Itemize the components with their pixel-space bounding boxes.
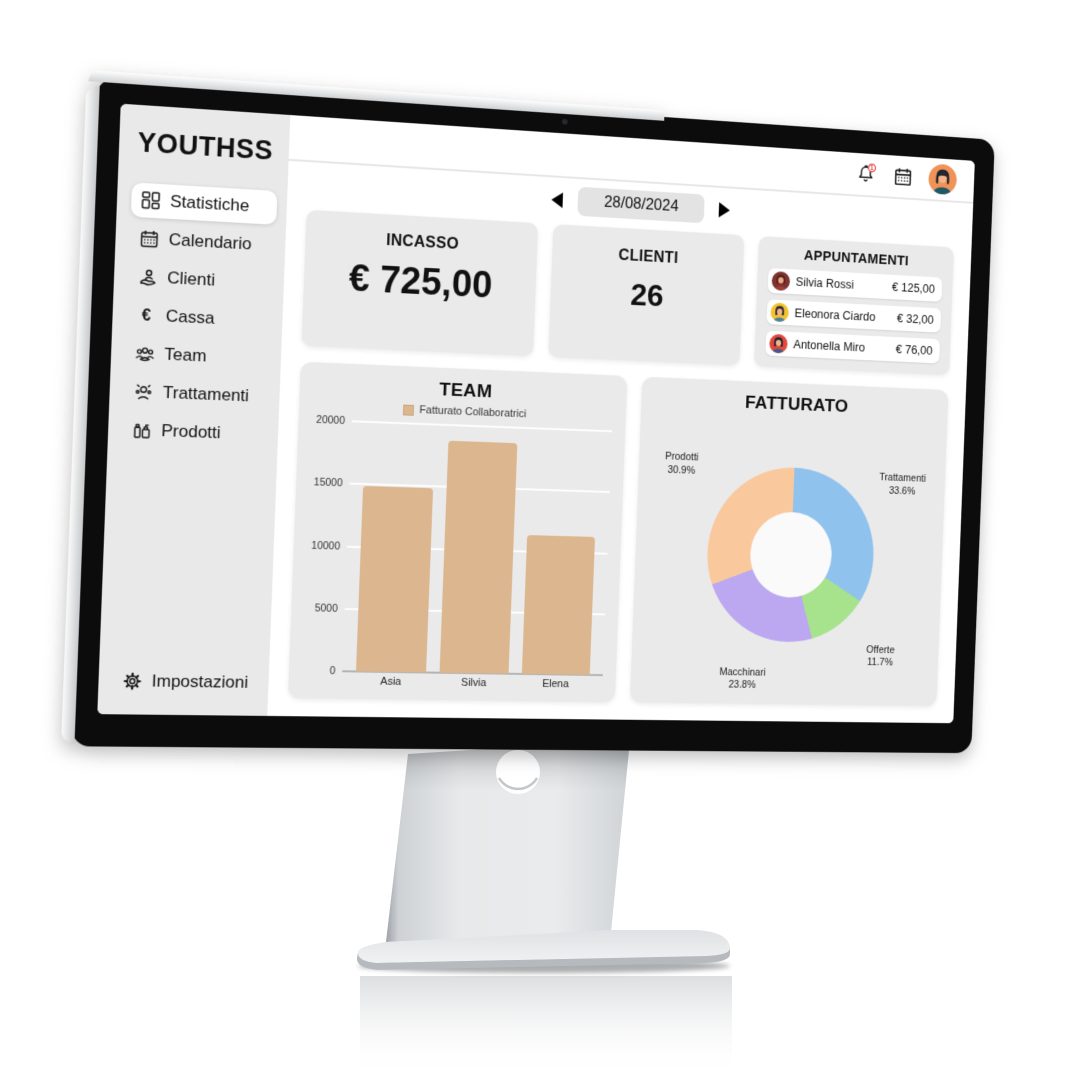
sidebar-item-impostazioni[interactable]: Impostazioni	[112, 664, 259, 700]
cable-hole-rim	[497, 777, 539, 791]
donut-chart: Trattamenti 33.6% Offerte 11.7% Macchinari…	[643, 410, 935, 695]
x-tick-label: Asia	[380, 675, 402, 688]
donut-ring	[704, 464, 877, 643]
floor-reflection	[360, 976, 732, 1078]
team-icon	[134, 343, 155, 364]
client-name: Eleonora Ciardo	[794, 306, 876, 324]
sidebar-item-cassa[interactable]: € Cassa	[126, 297, 273, 338]
sidebar-item-label: Impostazioni	[151, 671, 249, 692]
team-chart-card: TEAM Fatturato Collaboratrici 0 5000 10000…	[287, 361, 628, 703]
notifications-bell-icon[interactable]: 1	[854, 162, 878, 186]
stat-cards-row: INCASSO € 725,00 CLIENTI 26 APPUNTAMENTI	[282, 207, 972, 376]
sidebar-item-label: Team	[163, 344, 207, 366]
calendar-icon[interactable]	[893, 166, 913, 188]
products-icon	[131, 420, 152, 441]
monitor-stand	[356, 740, 732, 1078]
donut-label-macchinari: Macchinari 23.8%	[719, 666, 766, 692]
sidebar-item-prodotti[interactable]: Prodotti	[122, 412, 269, 451]
bars	[342, 421, 612, 675]
client-name: Silvia Rossi	[795, 275, 854, 292]
brand-logo: YOUTHSS	[137, 127, 274, 166]
clienti-value: 26	[629, 276, 665, 314]
sidebar-item-clienti[interactable]: Clienti	[128, 259, 275, 301]
sidebar-item-label: Statistiche	[169, 191, 250, 216]
team-bar-elena	[521, 535, 596, 675]
monitor: YOUTHSS Statistiche Calendario	[71, 77, 995, 754]
x-tick-label: Silvia	[460, 676, 487, 690]
sidebar-item-label: Prodotti	[161, 421, 222, 443]
appuntamenti-card: APPUNTAMENTI	[753, 236, 955, 376]
client-name: Antonella Miro	[793, 337, 866, 355]
client-avatar	[769, 302, 789, 323]
y-tick-label: 20000	[315, 413, 346, 427]
incasso-value: € 725,00	[348, 257, 494, 307]
gear-icon	[122, 671, 143, 691]
y-tick-label: 15000	[313, 476, 343, 490]
fatturato-chart-card: FATTURATO Trattamenti 33.6% Offerte 11.7%	[629, 376, 949, 707]
euro-icon: €	[136, 305, 157, 326]
stand-neck-shade	[386, 740, 630, 942]
stand-base-top	[357, 930, 730, 963]
treatments-icon	[133, 382, 154, 403]
legend-swatch	[402, 404, 414, 416]
sidebar-item-trattamenti[interactable]: Trattamenti	[123, 374, 270, 414]
prev-date-button[interactable]	[551, 191, 564, 209]
sidebar-item-label: Clienti	[166, 268, 216, 290]
charts-row: TEAM Fatturato Collaboratrici 0 5000 10000…	[267, 345, 966, 723]
y-tick-label: 5000	[314, 602, 338, 615]
sidebar: YOUTHSS Statistiche Calendario	[97, 103, 291, 716]
date-pill[interactable]: 28/08/2024	[577, 186, 705, 224]
team-bar-silvia	[439, 441, 518, 674]
appointment-row[interactable]: Antonella Miro € 76,00	[764, 330, 941, 364]
sidebar-item-label: Cassa	[165, 306, 215, 328]
client-avatar	[768, 333, 788, 354]
user-avatar[interactable]	[928, 163, 958, 196]
next-date-button[interactable]	[718, 202, 731, 219]
donut-label-prodotti: Prodotti 30.9%	[664, 450, 699, 477]
notification-badge: 1	[870, 165, 874, 172]
plot-area	[342, 420, 613, 677]
legend-label: Fatturato Collaboratrici	[419, 404, 527, 421]
client-avatar	[771, 271, 790, 291]
appuntamenti-title: APPUNTAMENTI	[803, 248, 910, 270]
topbar: 1	[288, 115, 975, 204]
incasso-title: INCASSO	[385, 232, 460, 253]
main-area: 1	[267, 115, 975, 724]
appointment-amount: € 32,00	[896, 311, 934, 327]
team-bar-asia	[355, 485, 434, 673]
y-tick-label: 0	[329, 665, 336, 678]
donut-label-offerte: Offerte 11.7%	[866, 644, 895, 669]
sidebar-item-calendario[interactable]: Calendario	[129, 221, 276, 263]
sidebar-item-label: Trattamenti	[162, 382, 250, 406]
sidebar-item-label: Calendario	[168, 229, 253, 254]
team-bar-chart: 0 5000 10000 15000 20000	[303, 414, 613, 678]
clienti-title: CLIENTI	[618, 247, 679, 267]
sidebar-item-statistiche[interactable]: Statistiche	[130, 182, 278, 225]
calendar-icon	[139, 228, 160, 249]
client-hand-icon	[137, 267, 158, 288]
svg-text:€: €	[142, 307, 152, 325]
y-tick-label: 10000	[311, 539, 341, 553]
appointment-row[interactable]: Eleonora Ciardo € 32,00	[766, 299, 942, 333]
x-tick-label: Elena	[542, 678, 569, 691]
clienti-card: CLIENTI 26	[548, 224, 745, 366]
appointment-row[interactable]: Silvia Rossi € 125,00	[767, 268, 943, 302]
app-screen: YOUTHSS Statistiche Calendario	[97, 103, 975, 724]
appointment-amount: € 76,00	[895, 342, 933, 358]
sidebar-item-team[interactable]: Team	[125, 336, 272, 376]
donut-hole	[748, 510, 834, 598]
cable-hole	[496, 750, 540, 794]
dashboard-icon	[140, 190, 161, 211]
stand-base-edge	[356, 948, 730, 970]
incasso-card: INCASSO € 725,00	[301, 209, 539, 357]
donut-label-trattamenti: Trattamenti 33.6%	[879, 471, 927, 497]
webcam-dot	[561, 118, 568, 125]
appointment-amount: € 125,00	[891, 280, 936, 296]
